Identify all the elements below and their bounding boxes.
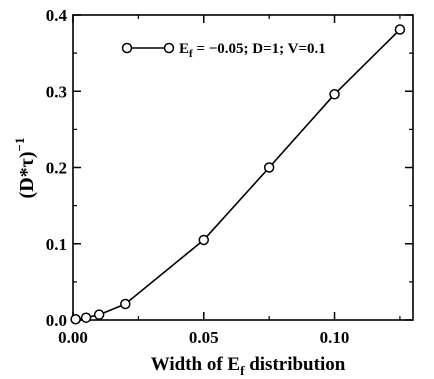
legend-marker-right: [163, 42, 175, 54]
x-tick-label: 0.10: [320, 328, 350, 347]
data-point: [93, 309, 105, 320]
data-point: [198, 234, 210, 246]
y-tick-label: 0.2: [46, 159, 67, 178]
y-axis-label: (D*τ)−1: [12, 138, 38, 199]
series-line: [75, 28, 401, 320]
data-point: [80, 312, 92, 323]
series-layer: [70, 24, 406, 325]
y-tick-label: 0.3: [46, 82, 67, 101]
x-tick-label: 0.00: [58, 328, 88, 347]
legend-label: Ef = −0.05; D=1; V=0.1: [179, 41, 326, 60]
y-tick-label: 0.0: [46, 311, 67, 330]
x-axis-ticks: 0.00 0.05 0.10: [58, 15, 401, 347]
data-point: [70, 313, 81, 325]
x-axis-label: Width of Ef distribution: [151, 354, 346, 378]
data-point: [120, 298, 131, 310]
data-point: [263, 162, 275, 173]
plot-frame: [72, 14, 414, 321]
y-tick-label: 0.4: [46, 6, 68, 25]
legend: Ef = −0.05; D=1; V=0.1: [121, 41, 326, 60]
y-tick-label: 0.1: [46, 235, 67, 254]
legend-marker-left: [121, 42, 133, 54]
plot-area: [72, 14, 414, 321]
data-point: [394, 24, 406, 35]
data-point: [329, 89, 340, 100]
x-tick-label: 0.05: [189, 328, 219, 347]
